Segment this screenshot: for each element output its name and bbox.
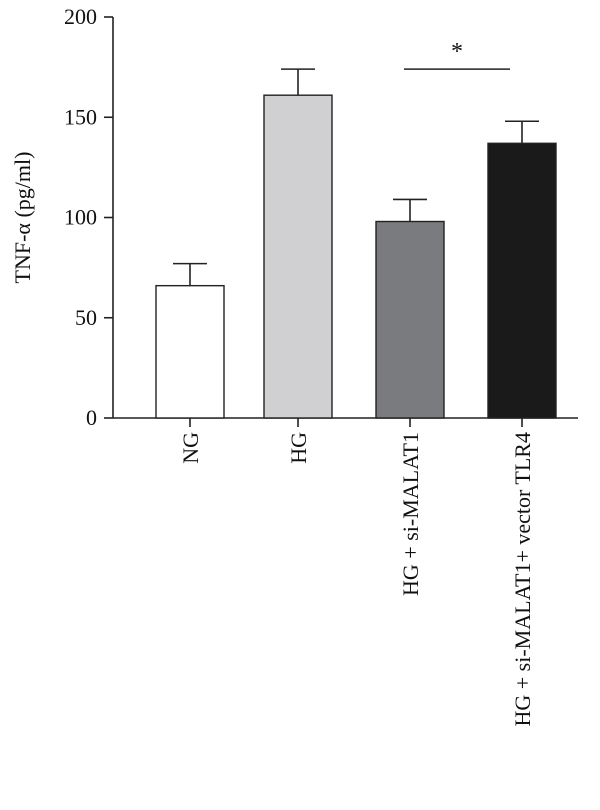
bar	[263, 94, 333, 419]
significance-star: *	[451, 39, 463, 65]
bar	[155, 284, 225, 419]
y-tick-label: 100	[64, 205, 97, 230]
y-tick-label: 150	[64, 104, 97, 129]
y-tick-label: 200	[64, 4, 97, 29]
y-tick-label: 50	[75, 305, 97, 330]
bar	[487, 142, 557, 419]
significance-annotation: *	[404, 39, 510, 70]
x-category-label: HG	[286, 432, 311, 464]
x-category-label: NG	[178, 432, 203, 464]
tick-labels: 0 50 100 150 200 NG HG HG + si-MALAT1 HG + si-MA…	[64, 4, 535, 727]
y-axis-title: TNF-α (pg/ml)	[10, 152, 35, 284]
bar	[375, 220, 445, 419]
x-category-label: HG + si-MALAT1	[398, 432, 423, 596]
y-tick-label: 0	[86, 405, 97, 430]
error-bars	[173, 68, 539, 286]
x-category-label: HG + si-MALAT1+ vector TLR4	[510, 432, 535, 727]
bars	[155, 94, 557, 419]
